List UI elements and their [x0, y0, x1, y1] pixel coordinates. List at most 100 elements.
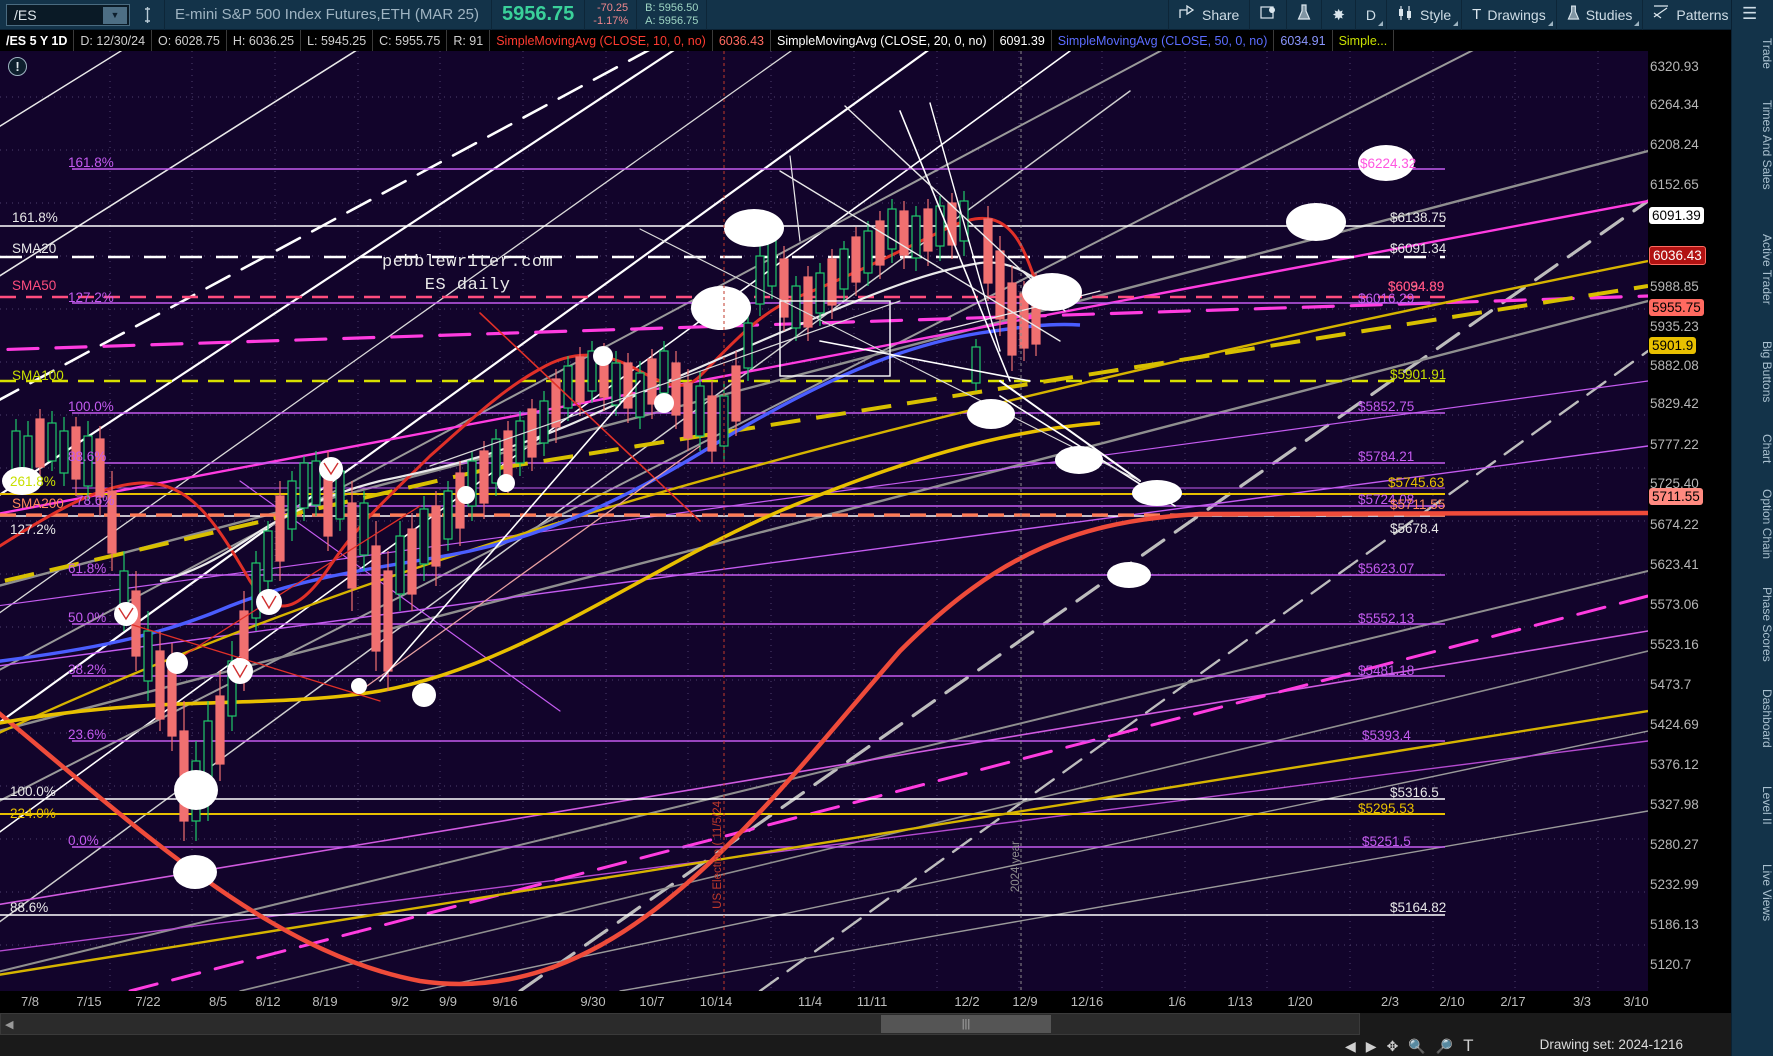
fib-label-127-2-upper: 127.2% [68, 290, 114, 305]
symbol-value: /ES [14, 6, 37, 23]
date-tick-1: 7/15 [76, 994, 102, 1009]
date-tick-18: 1/13 [1227, 994, 1253, 1009]
sidebar-item-active-trader[interactable]: Active Trader [1760, 234, 1773, 305]
price-tick-6264-34: 6264.34 [1650, 97, 1699, 112]
zoom-in-icon[interactable]: 🔍 [1408, 1037, 1426, 1054]
level-label-5711-55: $5711.55 [1390, 497, 1446, 512]
sidebar-item-trade[interactable]: Trade [1760, 38, 1773, 69]
price-tick-5988-85: 5988.85 [1650, 279, 1699, 294]
symbol-description: E-mini S&P 500 Index Futures,ETH (MAR 25… [164, 0, 491, 30]
crosshair-icon[interactable]: ✥ [1386, 1037, 1399, 1054]
sidebar-item-live-views[interactable]: Live Views [1760, 864, 1773, 922]
fib-label-100-0-upper: 100.0% [68, 399, 114, 414]
status-bar: ◀ ||| ◀ ▶ ✥ 🔍 🔎 T Drawing set: 2024-1216 [0, 1013, 1731, 1056]
level-label-5678-4: $5678.4 [1390, 521, 1439, 536]
change-absolute: -70.25 [596, 1, 629, 14]
scrollbar-thumb[interactable]: ||| [881, 1015, 1051, 1033]
fib-label-38-2: 38.2% [68, 662, 107, 677]
sidebar-item-dashboard[interactable]: Dashboard [1760, 689, 1773, 748]
drawings-button[interactable]: T Drawings [1461, 0, 1556, 30]
scroll-left-icon[interactable]: ◀ [5, 1019, 14, 1031]
patterns-button[interactable]: Patterns [1642, 0, 1738, 30]
patterns-label: Patterns [1676, 6, 1729, 23]
study-name-sma100[interactable]: Simple... [1333, 30, 1395, 51]
info-close: C: 5955.75 [373, 30, 448, 51]
chart-watermark: pebblewriter.com ES daily [382, 251, 553, 297]
price-tag-last: 5955.75 [1649, 299, 1704, 316]
level-label-5251-5: $5251.5 [1362, 834, 1411, 849]
sma50-label: SMA50 [12, 278, 57, 293]
study-value-sma50: 6034.91 [1274, 30, 1333, 51]
sidebar-menu-icon[interactable]: ☰ [1742, 4, 1758, 23]
study-name-sma20[interactable]: SimpleMovingAvg (CLOSE, 20, 0, no) [771, 30, 994, 51]
price-tick-5473-7: 5473.7 [1650, 677, 1692, 692]
price-tick-5280-27: 5280.27 [1650, 837, 1699, 852]
fib-label-88-6-upper: 88.6% [68, 449, 107, 464]
link-icon[interactable] [130, 0, 164, 30]
price-chart[interactable]: ! pebblewriter.com ES daily 161.8% 161.8… [0, 51, 1648, 991]
sidebar-item-option-chain[interactable]: Option Chain [1760, 489, 1773, 560]
date-tick-15: 12/9 [1012, 994, 1038, 1009]
date-axis[interactable]: 7/8 7/15 7/22 8/5 8/12 8/19 9/2 9/9 9/16… [0, 991, 1649, 1013]
pattern-icon [1653, 5, 1670, 24]
bid-value: B: 5956.50 [645, 1, 699, 14]
chart-horizontal-scrollbar[interactable]: ◀ ||| [0, 1013, 1360, 1035]
date-tick-16: 12/16 [1070, 994, 1104, 1009]
price-tick-5725-40: 5725.40 [1650, 476, 1699, 491]
timeframe-button[interactable]: D [1354, 0, 1386, 30]
studies-label: Studies [1585, 6, 1633, 23]
sma20-label: SMA20 [12, 241, 57, 256]
candlesticks [11, 191, 1041, 841]
level-label-6138-75: $6138.75 [1390, 210, 1447, 225]
study-name-sma50[interactable]: SimpleMovingAvg (CLOSE, 50, 0, no) [1052, 30, 1275, 51]
date-tick-2: 7/22 [135, 994, 161, 1009]
date-tick-6: 9/2 [390, 994, 410, 1009]
symbol-input[interactable]: /ES ▼ [6, 3, 130, 26]
info-symbol-timeframe: /ES 5 Y 1D [0, 30, 75, 51]
studies-button[interactable]: Studies [1555, 0, 1643, 30]
price-axis[interactable]: 6320.93 6264.34 6208.24 6152.65 6091.39 … [1648, 51, 1731, 991]
date-tick-21: 2/10 [1439, 994, 1465, 1009]
settings-button[interactable]: ✸ [1321, 0, 1355, 30]
right-sidebar: ☰ Trade Times And Sales Active Trader Bi… [1731, 0, 1773, 1056]
info-open: O: 6028.75 [152, 30, 227, 51]
study-name-sma10[interactable]: SimpleMovingAvg (CLOSE, 10, 0, no) [490, 30, 713, 51]
style-button[interactable]: Style [1386, 0, 1461, 30]
fib-label-127-2: 127.2% [10, 522, 56, 537]
price-tick-5573-06: 5573.06 [1650, 597, 1699, 612]
level-label-5393-4: $5393.4 [1362, 728, 1411, 743]
date-tick-10: 10/7 [639, 994, 665, 1009]
sidebar-item-chart[interactable]: Chart [1760, 434, 1773, 464]
left-arrow-icon[interactable]: ◀ [1345, 1037, 1356, 1054]
chart-plot-area[interactable] [0, 51, 1648, 991]
timeframe-label: D [1365, 6, 1377, 23]
level-label-5724-08: $5724.08 [1358, 492, 1415, 507]
fib-label-61-8: 61.8% [68, 561, 107, 576]
share-button[interactable]: Share [1167, 0, 1249, 30]
warning-icon[interactable]: ! [8, 57, 27, 76]
sidebar-item-phase-scores[interactable]: Phase Scores [1760, 587, 1773, 662]
sidebar-item-times-and-sales[interactable]: Times And Sales [1760, 100, 1773, 190]
date-tick-8: 9/16 [492, 994, 518, 1009]
date-tick-12: 11/4 [797, 994, 823, 1009]
zoom-out-icon[interactable]: 🔎 [1435, 1037, 1454, 1054]
date-tick-11: 10/14 [699, 994, 733, 1009]
level-label-5481-18: $5481.18 [1358, 663, 1415, 678]
level-label-5784-21: $5784.21 [1358, 449, 1415, 464]
text-tool-icon: T [1472, 6, 1482, 23]
price-tick-5623-41: 5623.41 [1650, 557, 1699, 572]
studies-flask-button[interactable] [1286, 0, 1321, 30]
date-tick-7: 9/9 [438, 994, 458, 1009]
gear-icon: ✸ [1332, 6, 1345, 24]
sidebar-item-level-ii[interactable]: Level II [1760, 786, 1773, 825]
chevron-down-icon[interactable]: ▼ [103, 6, 127, 24]
text-icon[interactable]: T [1463, 1036, 1474, 1055]
fib-label-78-6: 78.6% [76, 493, 115, 508]
price-tick-5232-99: 5232.99 [1650, 877, 1699, 892]
price-tag-sma100: 5901.9 [1649, 337, 1697, 354]
sidebar-item-big-buttons[interactable]: Big Buttons [1760, 341, 1773, 403]
note-button[interactable] [1249, 0, 1286, 30]
fib-label-100-0: 100.0% [10, 784, 56, 799]
fib-label-261-8: 261.8% [10, 474, 56, 489]
right-arrow-icon[interactable]: ▶ [1365, 1037, 1377, 1054]
